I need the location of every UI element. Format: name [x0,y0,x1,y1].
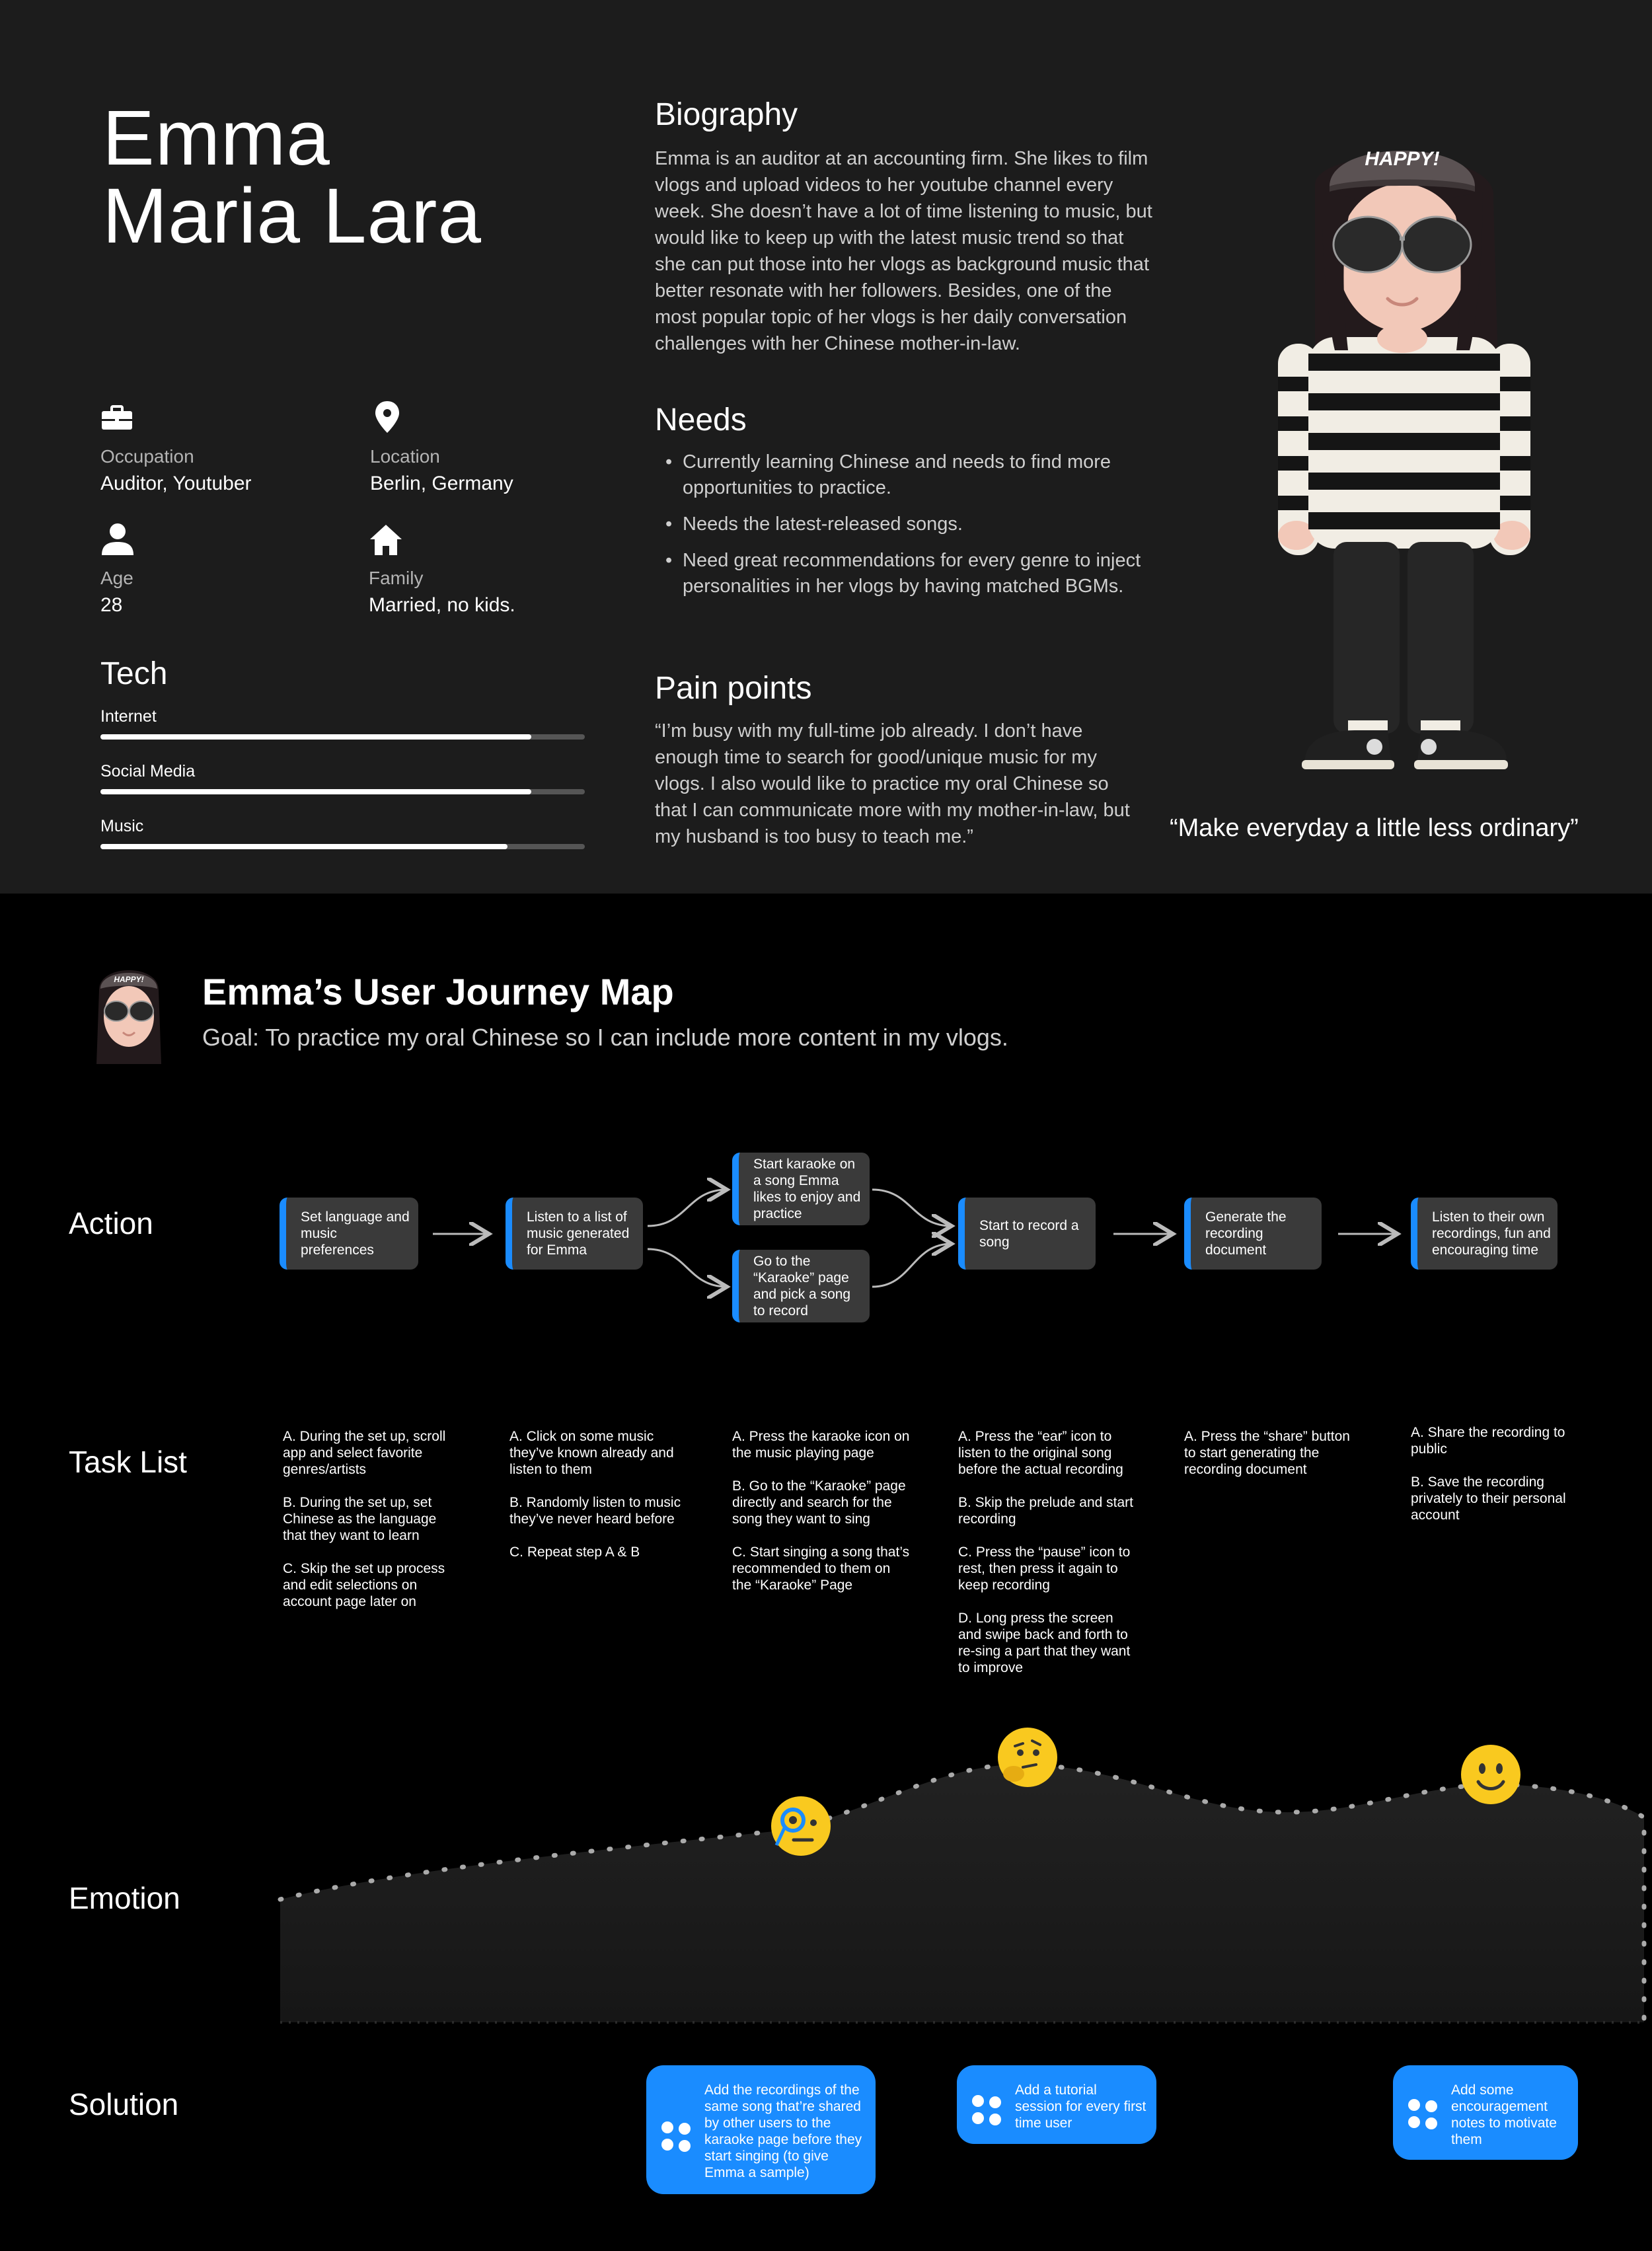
family-value: Married, no kids. [369,594,515,616]
location-block: Location Berlin, Germany [370,400,513,495]
action-card: Go to the “Karaoke” page and pick a song… [732,1250,870,1322]
tech-bar-fill [100,734,532,740]
solution-text: Add a tutorial session for every first t… [1015,2082,1146,2131]
task-list-column: A. Share the recording to public B. Save… [1411,1425,1566,1523]
tech-label: Internet [100,707,157,726]
task-list-column: A. Click on some music they’ve known alr… [509,1429,681,1560]
tech-item-internet: Internet [100,707,585,740]
occupation-value: Auditor, Youtuber [100,473,252,494]
needs-title: Needs [655,402,747,438]
location-pin-icon [375,401,399,433]
avatar-cap-text: HAPPY! [114,975,143,984]
row-label-task-list: Task List [69,1445,187,1479]
family-block: Family Married, no kids. [369,522,515,617]
task-list-column: A. Press the karaoke icon on the music p… [732,1429,910,1593]
row-label-solution: Solution [69,2087,179,2121]
journey-avatar: HAPPY! [96,970,161,1064]
tech-bar-fill [100,844,507,849]
age-value: 28 [100,594,123,616]
tech-label: Social Media [100,762,196,781]
action-flow-arrows [433,1124,1652,1355]
journey-goal: Goal: To practice my oral Chinese so I c… [202,1024,1008,1051]
persona-quote: “Make everyday a little less ordinary” [1170,814,1579,842]
age-block: Age 28 [100,522,135,617]
action-card: Start karaoke on a song Emma likes to en… [732,1153,870,1225]
row-label-emotion: Emotion [69,1881,180,1915]
solution-text: Add the recordings of the same song that… [704,2082,862,2180]
task-list-column: A. Press the “share” button to start gen… [1184,1429,1350,1477]
dots-icon [972,2095,1001,2125]
pain-points-title: Pain points [655,671,812,706]
persona-section: Emma Maria Lara Occupation Auditor, Yout… [0,0,1652,894]
solution-text: Add some encouragement notes to motivate… [1451,2082,1557,2147]
action-card: Generate the recording document [1184,1198,1322,1270]
action-card: Listen to a list of music generated for … [506,1198,643,1270]
tech-bar-track [100,734,585,740]
needs-item: Needs the latest-released songs. [655,512,1144,537]
biography-title: Biography [655,97,798,132]
tech-bar-track [100,789,585,794]
needs-item: Currently learning Chinese and needs to … [655,449,1144,501]
smiling-face-icon [1461,1745,1521,1804]
tech-item-social-media: Social Media [100,762,585,794]
needs-list: Currently learning Chinese and needs to … [655,449,1144,610]
thinking-face-icon [998,1728,1057,1787]
occupation-block: Occupation Auditor, Youtuber [100,402,252,495]
solution-card: Add some encouragement notes to motivate… [1393,2065,1578,2160]
emotion-curve [278,1762,1647,2025]
row-label-action: Action [69,1206,153,1240]
pain-points-text: “I’m busy with my full-time job already.… [655,720,1130,847]
action-card: Set language and music preferences [280,1198,418,1270]
biography-text: Emma is an auditor at an accounting firm… [655,148,1152,354]
action-card: Listen to their own recordings, fun and … [1411,1198,1558,1270]
tech-item-music: Music [100,817,585,849]
persona-avatar-illustration: HAPPY! [1278,148,1530,769]
action-card: Start to record a song [958,1198,1096,1270]
face-with-monocle-icon [771,1796,831,1856]
task-list-column: A. Press the “ear” icon to listen to the… [958,1429,1133,1675]
tech-title: Tech [100,656,168,691]
dots-icon [661,2121,691,2152]
tech-bar-fill [100,789,532,794]
occupation-label: Occupation [100,446,194,467]
age-label: Age [100,568,133,588]
solution-card: Add a tutorial session for every first t… [957,2065,1156,2144]
tech-label: Music [100,817,144,835]
persona-name: Emma Maria Lara [102,95,482,260]
journey-title: Emma’s User Journey Map [202,971,674,1012]
location-value: Berlin, Germany [370,473,513,494]
dots-icon [1408,2099,1437,2129]
home-icon [370,525,402,555]
family-label: Family [369,568,424,588]
needs-item: Need great recommendations for every gen… [655,548,1144,599]
cap-text: HAPPY! [1365,148,1439,170]
location-label: Location [370,446,440,467]
tech-bar-track [100,844,585,849]
solution-card: Add the recordings of the same song that… [646,2065,876,2194]
tech-bars: Internet Social Media Music [100,707,585,849]
person-icon [102,523,133,555]
task-list-column: A. During the set up, scroll app and sel… [283,1429,446,1609]
briefcase-icon [102,405,132,430]
